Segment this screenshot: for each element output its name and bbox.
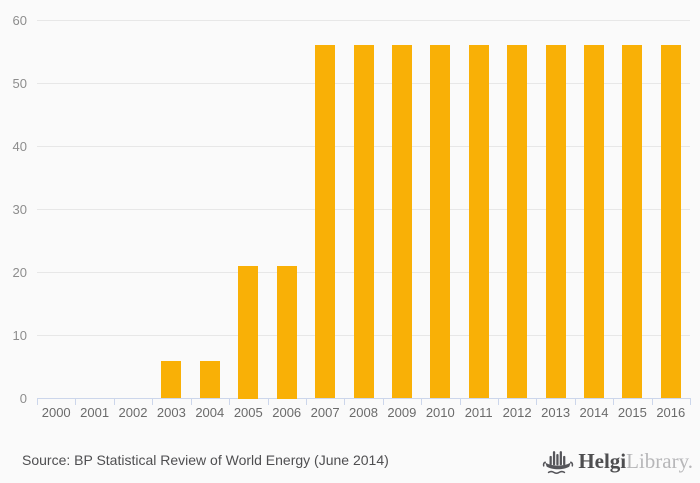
x-axis-line xyxy=(37,398,691,399)
x-axis-label-2008: 2008 xyxy=(349,404,378,420)
x-axis-tick xyxy=(382,398,384,405)
x-axis-tick xyxy=(459,398,461,405)
x-axis-label-2010: 2010 xyxy=(425,404,455,420)
logo-text-library: Library. xyxy=(626,449,693,473)
gridline-y-60 xyxy=(37,19,690,21)
bar-2010[interactable] xyxy=(430,45,451,399)
bar-2003[interactable] xyxy=(161,360,182,399)
bar-2011[interactable] xyxy=(468,45,489,399)
bar-2015[interactable] xyxy=(622,45,643,399)
x-axis-tick xyxy=(574,398,576,405)
x-axis-label-2013: 2013 xyxy=(541,404,571,420)
helgi-library-logo[interactable]: HelgiLibrary. xyxy=(542,447,693,475)
x-axis-tick xyxy=(536,398,538,405)
bar-2014[interactable] xyxy=(584,45,604,399)
x-axis-label-2003: 2003 xyxy=(156,404,186,420)
bar-2005[interactable] xyxy=(238,266,259,399)
x-axis-tick xyxy=(690,398,691,405)
bar-2006[interactable] xyxy=(276,266,297,399)
y-axis-label: 60 xyxy=(12,12,27,28)
x-axis-label-2000: 2000 xyxy=(41,404,71,420)
x-axis-tick xyxy=(113,398,115,405)
helgi-ship-icon xyxy=(542,448,574,475)
x-axis-tick xyxy=(421,398,423,405)
x-axis-tick xyxy=(305,398,307,405)
x-axis-tick xyxy=(37,398,38,405)
x-axis-label-2007: 2007 xyxy=(310,404,340,420)
x-axis-label-2014: 2014 xyxy=(579,404,609,420)
y-axis-label: 20 xyxy=(12,264,27,280)
logo-wordmark: HelgiLibrary. xyxy=(578,447,693,475)
bar-2012[interactable] xyxy=(507,45,528,399)
bar-chart-plot: 0 10 20 30 40 50 60 2000 2001 2002 2003 2004 2005 200… xyxy=(12,12,691,420)
source-note: Source: BP Statistical Review of World E… xyxy=(22,452,389,468)
bar-2004[interactable] xyxy=(199,360,220,399)
x-axis-tick xyxy=(613,398,615,405)
x-axis-label-2015: 2015 xyxy=(617,404,647,420)
x-axis-label-2012: 2012 xyxy=(502,404,532,420)
y-axis-label: 50 xyxy=(12,75,27,91)
x-axis-label-2006: 2006 xyxy=(272,404,302,420)
x-axis-label-2009: 2009 xyxy=(387,404,417,420)
x-axis-label-2004: 2004 xyxy=(195,404,225,420)
x-axis-tick xyxy=(75,398,77,405)
bar-2009[interactable] xyxy=(391,45,412,399)
x-axis-tick xyxy=(267,398,269,405)
bar-2007[interactable] xyxy=(315,45,336,399)
x-axis-label-2005: 2005 xyxy=(233,404,263,420)
x-axis-tick xyxy=(344,398,346,405)
x-axis-label-2001: 2001 xyxy=(80,404,110,420)
x-axis-tick xyxy=(229,398,231,405)
chart-footer: Source: BP Statistical Review of World E… xyxy=(0,440,700,483)
logo-text-helgi: Helgi xyxy=(578,449,627,473)
y-axis-label: 40 xyxy=(12,138,27,154)
x-axis-tick xyxy=(497,398,499,405)
bar-2013[interactable] xyxy=(545,45,566,399)
x-axis-tick xyxy=(152,398,154,405)
y-axis-label: 10 xyxy=(12,327,27,343)
x-axis-tick xyxy=(190,398,192,405)
x-axis-label-2011: 2011 xyxy=(464,404,493,420)
x-axis-label-2002: 2002 xyxy=(118,404,148,420)
x-axis-label-2016: 2016 xyxy=(656,404,686,420)
bar-2008[interactable] xyxy=(353,45,374,399)
bar-2016[interactable] xyxy=(660,45,681,399)
x-axis-tick xyxy=(651,398,653,405)
y-axis-label: 30 xyxy=(12,201,27,217)
y-axis-label: 0 xyxy=(19,391,27,406)
